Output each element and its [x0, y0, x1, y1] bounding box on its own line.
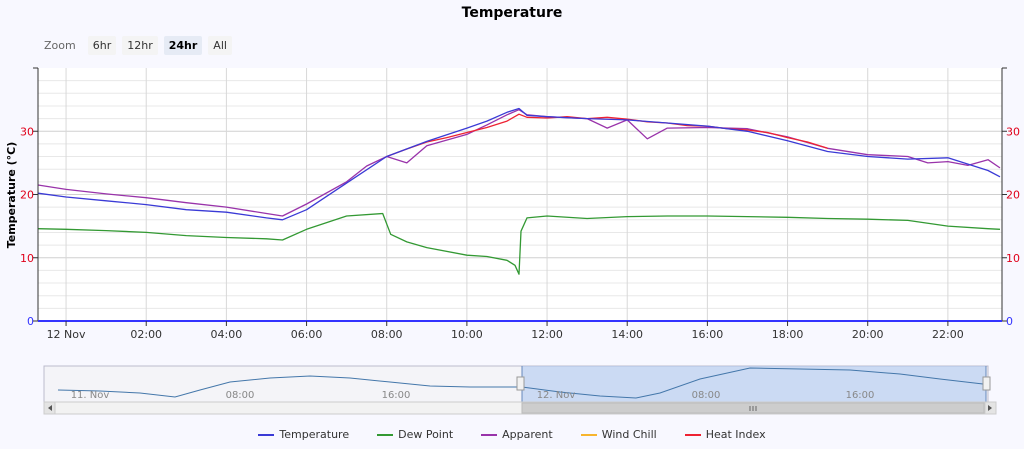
zoom-6hr-button[interactable]: 6hr: [87, 36, 117, 55]
series-layer: [37, 107, 1001, 275]
legend-swatch: [258, 433, 275, 436]
x-ticks: 12 Nov 02:00 04:00 06:00 08:00 10:00 12:00 14:0…: [47, 321, 964, 341]
y-tick-label-left: 20: [20, 189, 34, 202]
scroll-right-arrow-icon: [988, 405, 992, 411]
x-tick-label: 18:00: [772, 328, 804, 341]
x-tick-label: 08:00: [371, 328, 403, 341]
navigator[interactable]: 11. Nov 08:00 16:00 12. Nov 08:00 16:00: [43, 365, 991, 403]
legend-item-wind-chill[interactable]: Wind Chill: [580, 428, 657, 441]
y-tick-label-left: 10: [20, 252, 34, 265]
zoom-24hr-button[interactable]: 24hr: [163, 36, 203, 55]
x-tick-label: 10:00: [451, 328, 483, 341]
x-tick-label: 12:00: [531, 328, 563, 341]
scroll-grip-icon: [749, 406, 757, 411]
y-tick-label-right: 10: [1006, 252, 1020, 265]
legend-item-heat-index[interactable]: Heat Index: [684, 428, 766, 441]
y-ticks-right: 0 10 20 30: [1002, 67, 1020, 328]
x-tick-label: 22:00: [932, 328, 964, 341]
legend-item-temperature[interactable]: Temperature: [258, 428, 349, 441]
x-tick-label: 16:00: [692, 328, 724, 341]
x-tick-label: 06:00: [291, 328, 323, 341]
legend-item-apparent[interactable]: Apparent: [481, 428, 553, 441]
x-tick-label: 02:00: [130, 328, 162, 341]
x-tick-label: 14:00: [611, 328, 643, 341]
legend-label: Wind Chill: [601, 428, 657, 441]
y-tick-label-left: 0: [27, 315, 34, 328]
y-ticks-left: 0 10 20 30: [20, 67, 38, 328]
navigator-label: 08:00: [226, 390, 255, 401]
legend: Temperature Dew Point Apparent Wind Chil…: [0, 428, 1024, 441]
legend-label: Temperature: [279, 428, 350, 441]
navigator-label: 12. Nov: [537, 390, 576, 401]
y-tick-label-right: 0: [1006, 315, 1013, 328]
navigator-label: 08:00: [692, 390, 721, 401]
legend-swatch: [580, 433, 597, 436]
y-tick-label-right: 30: [1006, 125, 1020, 138]
zoom-all-button[interactable]: All: [208, 36, 232, 55]
scrollbar[interactable]: [43, 401, 997, 415]
legend-swatch: [377, 433, 394, 436]
legend-label: Apparent: [502, 428, 553, 441]
legend-label: Dew Point: [398, 428, 454, 441]
zoom-label: Zoom: [44, 39, 76, 52]
navigator-handle-right[interactable]: [982, 376, 991, 391]
chart-title: Temperature: [462, 5, 563, 21]
series-line-dew-point: [37, 212, 1001, 275]
x-tick-label: 12 Nov: [47, 328, 86, 341]
navigator-label: 16:00: [382, 390, 411, 401]
navigator-handle-left[interactable]: [516, 376, 525, 391]
navigator-selection[interactable]: [522, 366, 986, 402]
y-axis-label: Temperature (°C): [5, 142, 18, 249]
navigator-label: 16:00: [846, 390, 875, 401]
series-line-heat-index: [386, 113, 828, 158]
series-line-temperature: [37, 107, 1001, 221]
y-tick-label-right: 20: [1006, 189, 1020, 202]
grid: [38, 68, 1002, 321]
legend-label: Heat Index: [705, 428, 766, 441]
legend-swatch: [684, 433, 701, 436]
legend-item-dew-point[interactable]: Dew Point: [377, 428, 453, 441]
navigator-line: [57, 367, 984, 399]
zoom-12hr-button[interactable]: 12hr: [122, 36, 158, 55]
x-tick-label: 20:00: [852, 328, 884, 341]
zoom-bar: Zoom 6hr 12hr 24hr All: [44, 36, 232, 55]
scroll-left-arrow-icon: [48, 405, 52, 411]
y-tick-label-left: 30: [20, 125, 34, 138]
navigator-label: 11. Nov: [71, 390, 110, 401]
x-tick-label: 04:00: [211, 328, 243, 341]
legend-swatch: [481, 433, 498, 436]
